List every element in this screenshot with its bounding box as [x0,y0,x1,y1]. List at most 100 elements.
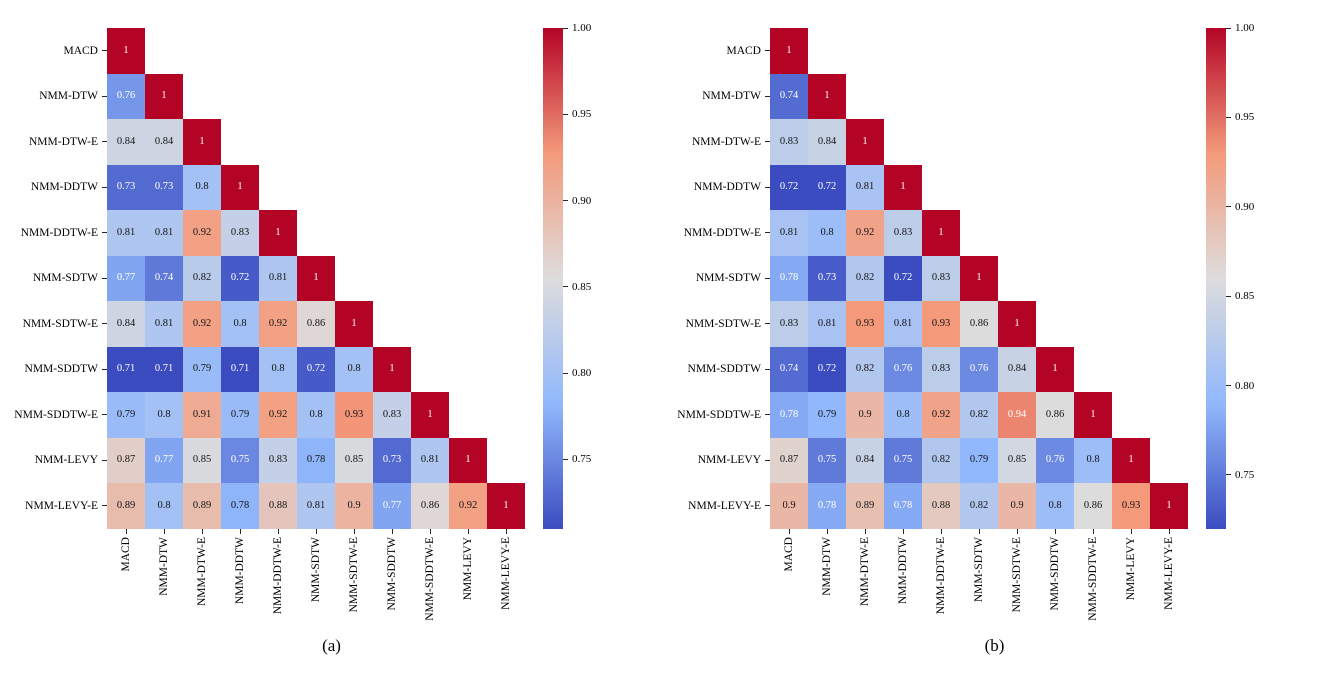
heatmap-empty-cell [259,73,297,119]
y-axis-label: NMM-SDDTW [663,347,770,393]
heatmap-cell: 0.93 [335,392,373,438]
heatmap-cell: 0.86 [1036,392,1074,438]
heatmap-cell: 1 [770,28,808,74]
heatmap-empty-cell [411,255,449,301]
x-tick-mark [201,528,203,534]
heatmap-empty-cell [373,119,411,165]
heatmap-cell: 0.8 [335,346,373,392]
heatmap-empty-cell [373,301,411,347]
heatmap-cell: 1 [884,164,922,210]
heatmap-cell: 0.83 [373,392,411,438]
colorbar-tick-label: 1.00 [1235,22,1255,34]
y-axis-label: MACD [663,28,770,74]
heatmap-empty-cell [960,210,998,256]
heatmap-cell: 0.8 [259,346,297,392]
y-tick-mark [102,505,107,507]
x-tick-mark [1168,528,1170,534]
y-axis-label-text: NMM-LEVY [697,454,761,467]
colorbar-tick-mark [563,113,568,115]
heatmap-empty-cell [1150,346,1188,392]
heatmap-cell: 0.75 [808,437,846,483]
heatmap-empty-cell [183,28,221,74]
y-axis-label: NMM-DDTW [663,165,770,211]
x-axis-label-text: NMM-SDDTW-E [424,536,436,621]
heatmap-empty-cell [1036,73,1074,119]
y-axis-label-text: NMM-SDTW [695,272,761,285]
y-tick-mark [102,323,107,325]
heatmap-empty-cell [922,119,960,165]
y-axis-label-text: NMM-DTW-E [692,135,761,148]
heatmap-empty-cell [411,346,449,392]
x-axis-label-text: NMM-DTW-E [859,536,871,606]
heatmap-cell: 0.84 [846,437,884,483]
heatmap-empty-cell [808,28,846,74]
heatmap-cell: 0.92 [846,210,884,256]
x-axis-label: NMM-DDTW-E [922,528,960,621]
heatmap-empty-cell [998,210,1036,256]
heatmap-empty-cell [1112,119,1150,165]
colorbar-tick: 0.85 [563,281,591,293]
heatmap-cell: 0.8 [1074,437,1112,483]
x-tick-mark [864,528,866,534]
heatmap-cell: 0.8 [297,392,335,438]
colorbar-tick-label: 0.90 [1235,200,1255,213]
heatmap-cell: 0.92 [183,210,221,256]
heatmap-empty-cell [297,119,335,165]
y-axis-label-text: NMM-DDTW [30,181,98,194]
heatmap-empty-cell [487,73,525,119]
heatmap-empty-cell [884,28,922,74]
x-axis-label: NMM-SDDTW-E [411,528,449,621]
heatmap-cell: 0.81 [770,210,808,256]
plot-area-a: MACD NMM-DTW NMM-DTW-E NMM-DDTW NMM-DDTW-E NM… [0,22,663,529]
heatmap-empty-cell [335,210,373,256]
heatmap-cell: 0.85 [998,437,1036,483]
heatmap-cell: 0.73 [145,164,183,210]
heatmap-cell: 0.72 [884,255,922,301]
x-axis-label-text: NMM-SDDTW [386,536,398,610]
heatmap-cell: 0.77 [373,483,411,529]
x-axis-label-text: NMM-LEVY [1125,536,1137,600]
heatmap-empty-cell [297,164,335,210]
heatmap-cell: 0.82 [846,346,884,392]
heatmap-empty-cell [1150,28,1188,74]
heatmap-cell: 0.8 [145,392,183,438]
heatmap-cell: 1 [1112,437,1150,483]
x-axis-label-text: NMM-SDTW [310,536,322,602]
x-axis-label-text: NMM-DTW-E [196,536,208,606]
heatmap-cell: 0.83 [770,301,808,347]
colorbar-tick: 0.90 [1226,201,1254,213]
heatmap-empty-cell [487,164,525,210]
heatmap-cell: 0.81 [259,255,297,301]
x-tick-mark [940,528,942,534]
y-axis-label: NMM-LEVY-E [0,483,107,529]
colorbar-tick: 0.80 [563,367,591,379]
y-axis-labels: MACD NMM-DTW NMM-DTW-E NMM-DDTW NMM-DDTW-E NM… [663,28,770,529]
heatmap-cell: 0.77 [145,437,183,483]
heatmap-cell: 0.83 [221,210,259,256]
heatmap-cell: 0.76 [107,73,145,119]
heatmap-empty-cell [335,255,373,301]
y-axis-label-text: NMM-DDTW-E [683,226,761,239]
x-axis-label: NMM-DTW-E [846,528,884,621]
heatmap-cell: 0.89 [107,483,145,529]
heatmap-cell: 1 [1150,483,1188,529]
colorbar-tick-label: 1.00 [572,22,592,34]
colorbar-tick-mark [1226,295,1231,297]
y-tick-mark [102,414,107,416]
heatmap-empty-cell [922,28,960,74]
x-tick-mark [978,528,980,534]
heatmap-cell: 0.75 [884,437,922,483]
colorbar-tick-label: 0.75 [1235,468,1255,481]
heatmap-empty-cell [1112,28,1150,74]
heatmap-cell: 0.93 [1112,483,1150,529]
heatmap-empty-cell [221,119,259,165]
x-axis-label: NMM-SDDTW-E [1074,528,1112,620]
x-axis-label: NMM-LEVY-E [487,528,525,621]
y-tick-mark [765,50,770,52]
heatmap-empty-cell [960,164,998,210]
y-axis-label-text: NMM-SDDTW-E [677,408,761,421]
heatmap-empty-cell [411,301,449,347]
heatmap-cell: 0.79 [808,392,846,438]
colorbar-tick-label: 0.80 [572,367,592,380]
y-axis-label-text: NMM-SDDTW [687,363,761,376]
